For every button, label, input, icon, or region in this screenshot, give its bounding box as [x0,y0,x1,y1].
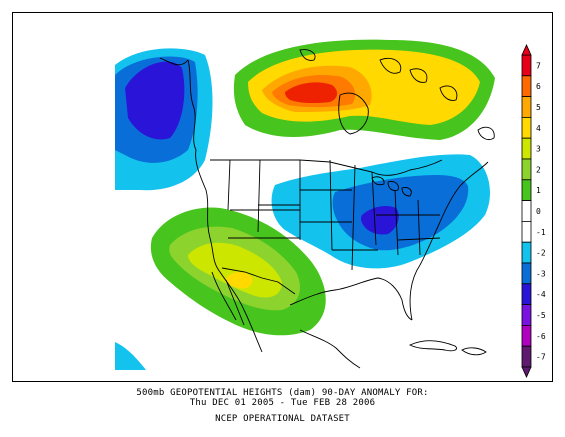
colorbar-swatch [521,220,532,243]
state-lines-east [371,171,441,256]
state-lines-central [300,159,378,271]
caption-line-2: Thu DEC 01 2005 - Tue FEB 28 2006 [189,398,376,408]
baja-coast [211,271,245,326]
colorbar-swatch [521,304,532,326]
colorbar-label: 1 [536,186,541,195]
alaska-coast [159,57,189,66]
colorbar-label: 2 [536,165,541,174]
colorbar-label: -6 [536,332,546,341]
north-anomaly-red [285,82,338,104]
anomaly-regions [115,39,496,370]
colorbar-swatch [521,345,532,368]
sw-anomaly-yellow [226,272,253,289]
sw-corner-anomaly-cyan [115,342,146,370]
caption-line-1: 500mb GEOPOTENTIAL HEIGHTS (dam) 90-DAY … [136,388,429,398]
colorbar-swatch [521,96,532,118]
west-coastline [187,59,263,353]
colorbar-bottom-arrow [521,366,532,378]
colorbar-swatch [521,117,532,139]
great-lakes [371,176,412,197]
caption-line-3: NCEP OPERATIONAL DATASET [215,414,350,424]
colorbar-label: -7 [536,353,546,362]
colorbar-label: 3 [536,145,541,154]
colorbar-swatch [521,75,532,98]
east-anomaly-dark-blue [360,206,399,235]
mexico-us-border [221,267,296,295]
colorbar-label: 4 [536,124,541,133]
colorbar-label: -1 [536,228,546,237]
gulf-coast [289,277,413,321]
colorbar-swatch [521,283,532,305]
east-coast [409,161,489,321]
hudson-bay [338,92,369,135]
colorbar-swatch [521,241,532,264]
colorbar-label: -3 [536,269,546,278]
nw-anomaly-dark-blue [125,61,185,140]
colorbar-label: -4 [536,290,546,299]
colorbar-swatch [521,324,532,347]
colorbar-label: -2 [536,249,546,258]
colorbar-label: 0 [536,207,541,216]
political-boundaries [159,49,495,369]
state-lines-west [227,159,301,240]
colorbar-swatch [521,158,532,181]
central-america [299,329,361,369]
newfoundland [477,126,495,141]
colorbar-swatch [521,137,532,160]
colorbar-swatch [521,54,532,77]
east-anomaly-blue [332,175,469,251]
cuba [408,340,457,352]
colorbar-top-arrow [521,44,532,56]
colorbar-swatch [521,179,532,202]
colorbar-label: 5 [536,103,541,112]
arctic-islands [299,49,458,101]
map-frame [12,12,553,382]
colorbar-label: 7 [536,61,541,70]
colorbar-swatch [521,200,532,222]
hispaniola [461,347,487,356]
colorbar-label: -5 [536,311,546,320]
colorbar-label: 6 [536,82,541,91]
colorbar-swatch [521,262,532,285]
